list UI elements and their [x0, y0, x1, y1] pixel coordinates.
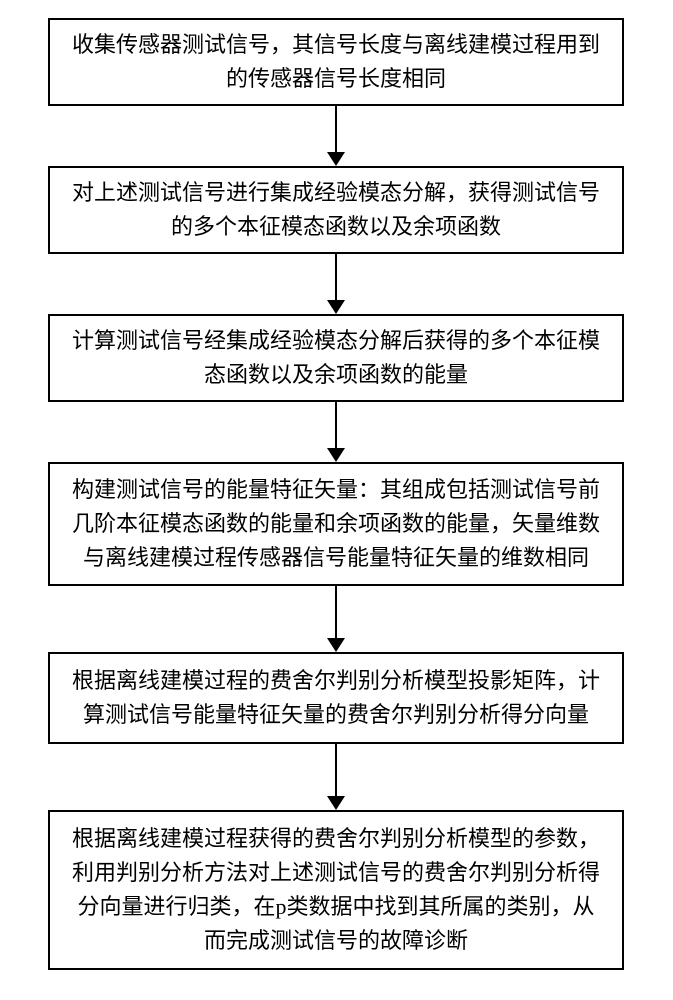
flowchart-canvas: 收集传感器测试信号，其信号长度与离线建模过程用到的传感器信号长度相同对上述测试信… — [0, 0, 673, 1000]
step-classify: 根据离线建模过程获得的费舍尔判别分析模型的参数，利用判别分析方法对上述测试信号的… — [48, 810, 624, 970]
step-collect-signal-label: 收集传感器测试信号，其信号长度与离线建模过程用到的传感器信号长度相同 — [68, 28, 604, 96]
arrow-head-step2-to-step3 — [327, 300, 345, 314]
step-eemd-decompose: 对上述测试信号进行集成经验模态分解，获得测试信号的多个本征模态函数以及余项函数 — [48, 166, 624, 254]
arrow-head-step3-to-step4 — [327, 448, 345, 462]
arrow-head-step4-to-step5 — [327, 638, 345, 652]
step-build-feature-vector-label: 构建测试信号的能量特征矢量：其组成包括测试信号前几阶本征模态函数的能量和余项函数… — [68, 473, 604, 575]
step-compute-energy-label: 计算测试信号经集成经验模态分解后获得的多个本征模态函数以及余项函数的能量 — [68, 324, 604, 392]
step-fisher-score-label: 根据离线建模过程的费舍尔判别分析模型投影矩阵，计算测试信号能量特征矢量的费舍尔判… — [68, 664, 604, 732]
arrow-step2-to-step3 — [335, 254, 337, 300]
step-classify-label: 根据离线建模过程获得的费舍尔判别分析模型的参数，利用判别分析方法对上述测试信号的… — [68, 822, 604, 958]
arrow-head-step1-to-step2 — [327, 152, 345, 166]
arrow-step3-to-step4 — [335, 402, 337, 448]
arrow-step1-to-step2 — [335, 106, 337, 152]
step-build-feature-vector: 构建测试信号的能量特征矢量：其组成包括测试信号前几阶本征模态函数的能量和余项函数… — [48, 462, 624, 586]
arrow-head-step5-to-step6 — [327, 796, 345, 810]
step-collect-signal: 收集传感器测试信号，其信号长度与离线建模过程用到的传感器信号长度相同 — [48, 18, 624, 106]
step-compute-energy: 计算测试信号经集成经验模态分解后获得的多个本征模态函数以及余项函数的能量 — [48, 314, 624, 402]
arrow-step5-to-step6 — [335, 744, 337, 796]
step-fisher-score: 根据离线建模过程的费舍尔判别分析模型投影矩阵，计算测试信号能量特征矢量的费舍尔判… — [48, 652, 624, 744]
arrow-step4-to-step5 — [335, 586, 337, 638]
step-eemd-decompose-label: 对上述测试信号进行集成经验模态分解，获得测试信号的多个本征模态函数以及余项函数 — [68, 176, 604, 244]
